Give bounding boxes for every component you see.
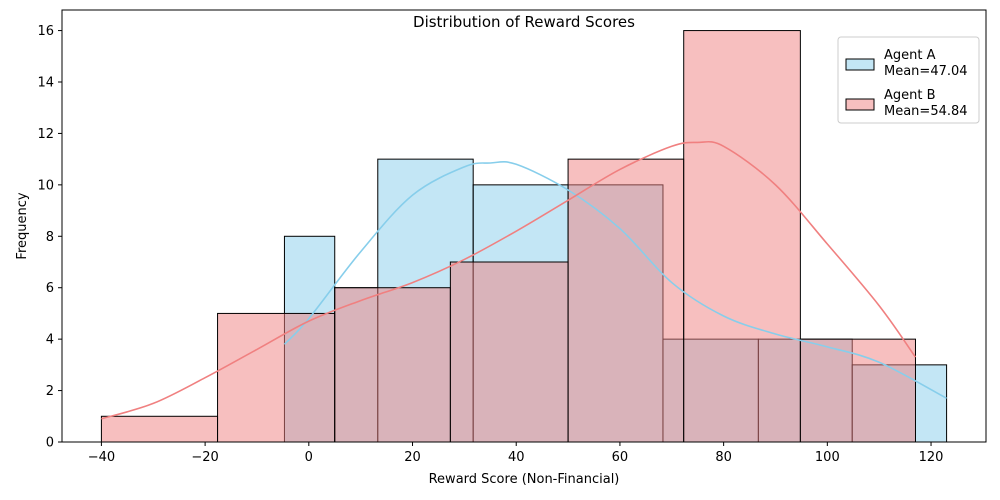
agent-b-bars (100, 30, 916, 443)
kde-curves (101, 140, 947, 420)
x-tick-label: 100 (815, 450, 840, 465)
x-tick-label: −40 (88, 450, 115, 465)
legend-mean-agent-b: Mean=54.84 (884, 104, 968, 119)
y-axis-ticks: 0 2 4 6 8 10 12 14 16 (37, 24, 62, 451)
agent-b-kde-line (101, 140, 917, 420)
plot-frame (61, 9, 987, 443)
agent-b-bar-4 (567, 158, 685, 443)
legend-label-agent-b: Agent B (884, 88, 936, 103)
x-tick-label: 120 (919, 450, 944, 465)
y-tick-label: 12 (37, 127, 54, 142)
chart-title: Distribution of Reward Scores (413, 13, 635, 31)
agent-b-bar-2 (334, 287, 451, 443)
y-tick-label: 16 (37, 24, 54, 39)
legend-swatch-agent-a (845, 58, 875, 71)
x-axis-ticks: −40 −20 0 20 40 60 80 100 120 (88, 442, 944, 465)
legend: Agent A Mean=47.04 Agent B Mean=54.84 (837, 36, 980, 124)
agent-b-bar-0 (100, 415, 219, 443)
x-axis-label: Reward Score (Non-Financial) (429, 472, 620, 487)
y-tick-label: 2 (46, 384, 54, 399)
legend-label-agent-a: Agent A (884, 48, 936, 63)
y-tick-label: 6 (46, 281, 54, 296)
x-tick-label: 20 (404, 450, 421, 465)
x-tick-label: 80 (715, 450, 732, 465)
x-tick-label: 60 (612, 450, 629, 465)
agent-b-bar-1 (217, 312, 336, 443)
x-tick-label: 0 (305, 450, 313, 465)
y-axis-label: Frequency (15, 192, 30, 259)
legend-swatch-agent-b (845, 98, 875, 111)
agent-b-bar-6 (799, 338, 916, 443)
x-tick-label: −20 (191, 450, 218, 465)
y-tick-label: 0 (46, 436, 54, 451)
agent-a-kde-line (283, 160, 947, 399)
legend-mean-agent-a: Mean=47.04 (884, 64, 968, 79)
agent-b-bar-3 (449, 261, 569, 443)
agent-b-bar-5 (683, 30, 801, 443)
y-tick-label: 8 (46, 230, 54, 245)
y-tick-label: 10 (37, 178, 54, 193)
y-tick-label: 14 (37, 76, 54, 91)
y-tick-label: 4 (46, 333, 54, 348)
x-tick-label: 40 (508, 450, 525, 465)
